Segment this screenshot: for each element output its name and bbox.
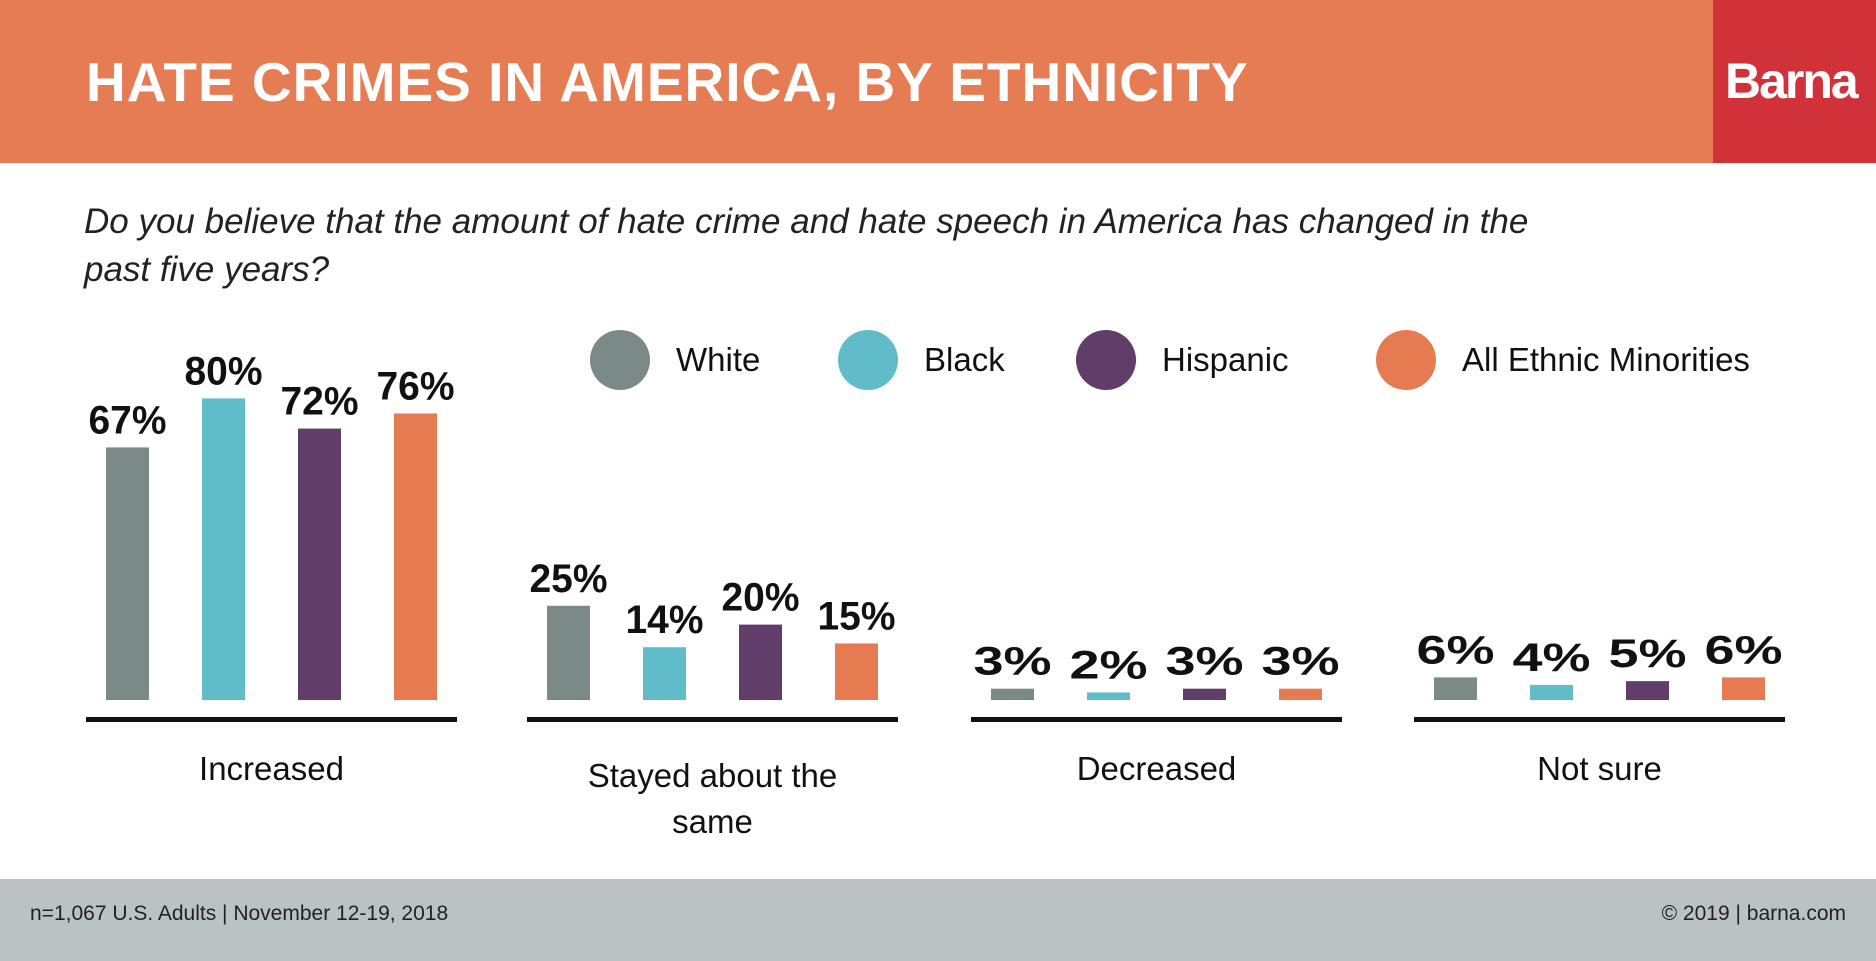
data-label: 3% (1262, 640, 1340, 684)
legend-label: All Ethnic Minorities (1462, 341, 1750, 378)
bar (1087, 692, 1130, 700)
bar (739, 624, 782, 700)
legend-swatch (838, 330, 898, 390)
legend-item: White (590, 330, 760, 390)
data-label: 67% (89, 398, 167, 442)
header-banner: HATE CRIMES IN AMERICA, BY ETHNICITY (0, 0, 1713, 163)
legend-swatch (1376, 330, 1436, 390)
data-label: 15% (818, 594, 896, 638)
axis-line (86, 717, 457, 722)
axis-line (971, 717, 1342, 722)
data-label: 20% (722, 576, 800, 620)
footer: n=1,067 U.S. Adults | November 12-19, 20… (0, 879, 1876, 961)
data-label: 5% (1609, 632, 1687, 676)
legend-label: Black (924, 341, 1005, 378)
category-label: Stayed about the (588, 757, 838, 794)
legend-swatch (590, 330, 650, 390)
data-label: 76% (377, 364, 455, 408)
bar (202, 398, 245, 700)
legend-item: All Ethnic Minorities (1376, 330, 1750, 390)
bar (298, 428, 341, 700)
data-label: 72% (281, 380, 359, 424)
data-label: 14% (626, 598, 704, 642)
bar (394, 413, 437, 700)
data-label: 6% (1417, 628, 1495, 672)
survey-question: Do you believe that the amount of hate c… (84, 202, 1529, 289)
legend-label: White (676, 341, 761, 378)
category-label: Increased (199, 750, 344, 787)
category-label: same (672, 803, 753, 840)
data-label: 3% (1166, 640, 1244, 684)
data-label: 25% (530, 557, 608, 601)
axis-line (1414, 717, 1785, 722)
data-label: 3% (974, 640, 1052, 684)
legend-label: Hispanic (1162, 341, 1289, 378)
bar (835, 643, 878, 700)
category-label: Decreased (1077, 750, 1237, 787)
bar (1722, 677, 1765, 700)
page-title: HATE CRIMES IN AMERICA, BY ETHNICITY (86, 51, 1249, 113)
bar (1626, 681, 1669, 700)
barna-logo: Barna (1713, 0, 1876, 163)
data-label: 80% (185, 349, 263, 393)
bar (1530, 684, 1573, 700)
bar (1279, 688, 1322, 700)
category-label: Not sure (1537, 750, 1662, 787)
bar (547, 605, 590, 700)
footer-sample-note: n=1,067 U.S. Adults | November 12-19, 20… (30, 902, 449, 925)
bar (1183, 688, 1226, 700)
data-label: 4% (1513, 636, 1591, 680)
data-label: 2% (1070, 643, 1148, 687)
legend-item: Black (838, 330, 1005, 390)
footer-copyright: © 2019 | barna.com (1661, 902, 1846, 925)
axis-line (527, 717, 898, 722)
bar (991, 688, 1034, 700)
bar-chart: 67% 80% 72% 76% Increased 25% 14% 20% 15% Stayed … (86, 349, 1785, 840)
bar (643, 647, 686, 700)
bar (106, 447, 149, 700)
legend-swatch (1076, 330, 1136, 390)
data-label: 6% (1705, 628, 1783, 672)
legend-item: Hispanic (1076, 330, 1289, 390)
bar (1434, 677, 1477, 700)
